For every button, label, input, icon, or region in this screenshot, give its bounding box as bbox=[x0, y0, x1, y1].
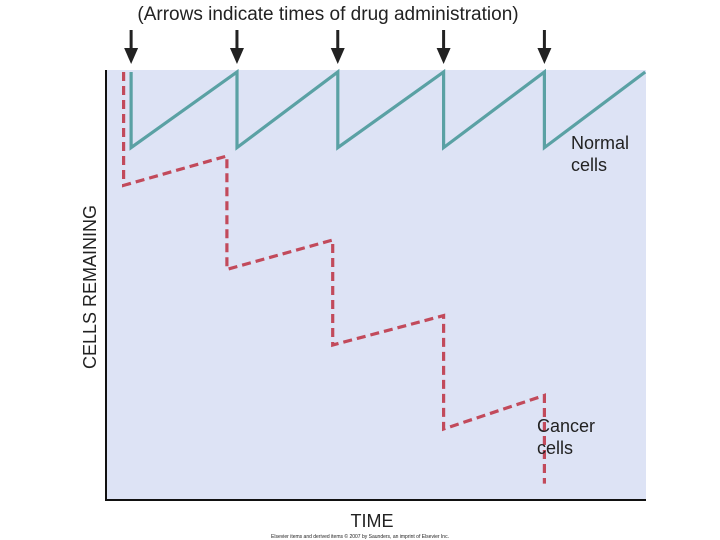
legend-cancer-cells: Cancer cells bbox=[537, 416, 600, 458]
plot-area bbox=[106, 70, 646, 500]
x-axis-label: TIME bbox=[351, 511, 394, 531]
copyright-footer: Elsevier items and derived items © 2007 … bbox=[271, 533, 449, 540]
legend-cancer-line-1: Cancer bbox=[537, 416, 595, 436]
dose-arrow-3 bbox=[330, 30, 345, 64]
legend-normal-cells: Normal cells bbox=[571, 133, 634, 175]
dose-arrow-2 bbox=[229, 30, 244, 64]
legend-normal-line-2: cells bbox=[571, 155, 607, 175]
y-axis-label: CELLS REMAINING bbox=[80, 205, 100, 369]
dose-arrows bbox=[124, 30, 552, 64]
dose-arrow-5 bbox=[537, 30, 552, 64]
legend-cancer-line-2: cells bbox=[537, 438, 573, 458]
legend-normal-line-1: Normal bbox=[571, 133, 629, 153]
dose-arrow-4 bbox=[436, 30, 451, 64]
dose-arrow-1 bbox=[124, 30, 139, 64]
chart-annotation: (Arrows indicate times of drug administr… bbox=[137, 4, 518, 25]
series-line-cancer-cells bbox=[121, 72, 547, 484]
series-group bbox=[121, 68, 647, 484]
series-line-normal-cells bbox=[129, 68, 647, 151]
